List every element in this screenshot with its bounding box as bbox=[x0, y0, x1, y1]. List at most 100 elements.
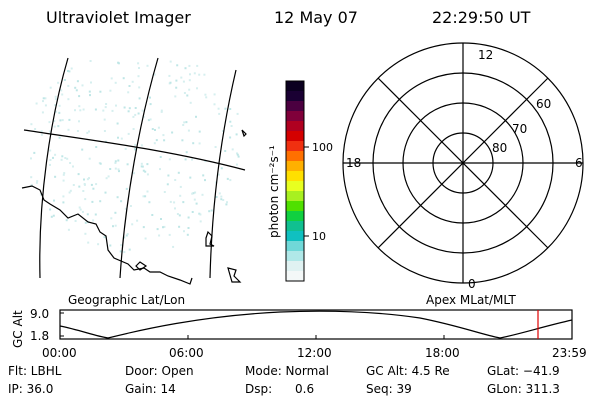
aurora-speckle bbox=[146, 173, 149, 176]
aurora-speckle bbox=[185, 151, 188, 154]
altitude-strip bbox=[59, 309, 573, 340]
aurora-speckle bbox=[83, 178, 85, 181]
aurora-speckle bbox=[123, 251, 126, 254]
aurora-speckle bbox=[44, 97, 47, 100]
aurora-speckle bbox=[236, 152, 238, 155]
colorbar bbox=[286, 81, 304, 282]
aurora-speckle bbox=[55, 110, 57, 113]
aurora-speckle bbox=[155, 139, 158, 142]
coastline bbox=[135, 261, 148, 271]
aurora-speckle bbox=[57, 125, 60, 128]
aurora-speckle bbox=[61, 119, 64, 122]
aurora-speckle bbox=[41, 111, 44, 114]
aurora-speckle bbox=[30, 123, 33, 126]
polar-plot bbox=[342, 42, 584, 284]
longitude-line bbox=[39, 57, 69, 279]
aurora-speckle bbox=[72, 184, 75, 186]
aurora-speckle bbox=[196, 87, 198, 90]
aurora-speckle bbox=[112, 225, 114, 228]
aurora-speckle bbox=[134, 148, 137, 151]
aurora-speckle bbox=[198, 212, 201, 215]
time-tick-0000: 00:00 bbox=[42, 346, 77, 360]
aurora-speckle bbox=[48, 130, 51, 133]
mlt-label-18: 18 bbox=[346, 156, 361, 170]
aurora-speckle bbox=[162, 134, 165, 137]
aurora-speckle bbox=[114, 211, 117, 214]
aurora-speckle bbox=[160, 109, 163, 112]
gain-info: Gain: 14 bbox=[125, 382, 176, 396]
aurora-speckle bbox=[35, 102, 38, 105]
aurora-speckle bbox=[198, 73, 201, 76]
aurora-speckle bbox=[157, 126, 160, 129]
aurora-speckle bbox=[62, 195, 65, 198]
aurora-speckle bbox=[115, 104, 117, 107]
aurora-speckle bbox=[174, 95, 177, 98]
aurora-speckle bbox=[75, 89, 78, 92]
colorbar-band bbox=[286, 201, 304, 212]
aurora-speckle bbox=[62, 201, 65, 204]
aurora-speckle bbox=[58, 111, 61, 114]
aurora-speckle bbox=[30, 157, 32, 160]
aurora-speckle bbox=[142, 169, 145, 172]
aurora-speckle bbox=[142, 115, 145, 118]
altitude-y-tick-9: 9.0 bbox=[30, 307, 49, 321]
aurora-speckle bbox=[214, 146, 217, 148]
aurora-speckle bbox=[58, 136, 61, 139]
aurora-speckle bbox=[60, 89, 63, 92]
aurora-speckle bbox=[94, 108, 97, 111]
aurora-speckle bbox=[95, 146, 98, 148]
aurora-speckle bbox=[76, 80, 79, 83]
aurora-speckle bbox=[67, 98, 70, 101]
aurora-speckle bbox=[86, 178, 89, 181]
aurora-speckle bbox=[215, 181, 217, 184]
glat-info: GLat: −41.9 bbox=[487, 364, 560, 378]
aurora-speckle bbox=[131, 80, 134, 83]
aurora-speckle bbox=[134, 113, 137, 116]
colorbar-band bbox=[286, 121, 304, 132]
aurora-speckle bbox=[61, 155, 64, 158]
seq-info: Seq: 39 bbox=[366, 382, 412, 396]
apex-panel-label: Apex MLat/MLT bbox=[426, 293, 516, 307]
aurora-speckle bbox=[229, 108, 232, 110]
dsp-info: Dsp: 0.6 bbox=[245, 382, 315, 396]
colorbar-band bbox=[286, 81, 304, 92]
aurora-speckle bbox=[125, 187, 128, 190]
colorbar-band bbox=[286, 91, 304, 102]
aurora-speckle bbox=[72, 165, 74, 168]
aurora-speckle bbox=[114, 81, 117, 84]
aurora-speckle bbox=[208, 210, 211, 213]
aurora-speckle bbox=[168, 74, 171, 77]
aurora-speckle bbox=[188, 79, 191, 82]
aurora-speckle bbox=[95, 183, 98, 186]
aurora-speckle bbox=[192, 192, 195, 195]
aurora-speckle bbox=[144, 195, 147, 198]
aurora-speckle bbox=[229, 179, 232, 182]
colorbar-band bbox=[286, 171, 304, 182]
aurora-speckle bbox=[192, 142, 195, 145]
aurora-speckle bbox=[114, 224, 117, 227]
aurora-speckle bbox=[119, 250, 122, 253]
aurora-speckle bbox=[198, 130, 201, 133]
aurora-speckle bbox=[53, 120, 56, 122]
aurora-speckle bbox=[180, 76, 183, 79]
aurora-speckle bbox=[52, 156, 54, 159]
aurora-speckle bbox=[224, 107, 227, 110]
aurora-speckle bbox=[204, 160, 207, 163]
aurora-speckle bbox=[65, 219, 68, 222]
aurora-speckle bbox=[144, 237, 147, 240]
mlt-label-0: 0 bbox=[468, 277, 476, 291]
aurora-speckle bbox=[217, 107, 220, 110]
aurora-speckle bbox=[54, 104, 57, 107]
aurora-speckle bbox=[169, 81, 172, 84]
aurora-speckle bbox=[199, 213, 202, 216]
aurora-speckle bbox=[117, 136, 119, 139]
aurora-speckle bbox=[134, 107, 137, 109]
colorbar-band bbox=[286, 191, 304, 202]
aurora-speckle bbox=[226, 177, 229, 180]
aurora-speckle bbox=[117, 159, 120, 162]
aurora-speckle bbox=[127, 110, 130, 113]
gc-alt-info: GC Alt: 4.5 Re bbox=[366, 364, 450, 378]
aurora-speckle bbox=[33, 151, 36, 154]
colorbar-band bbox=[286, 261, 304, 272]
aurora-speckle bbox=[36, 180, 39, 183]
